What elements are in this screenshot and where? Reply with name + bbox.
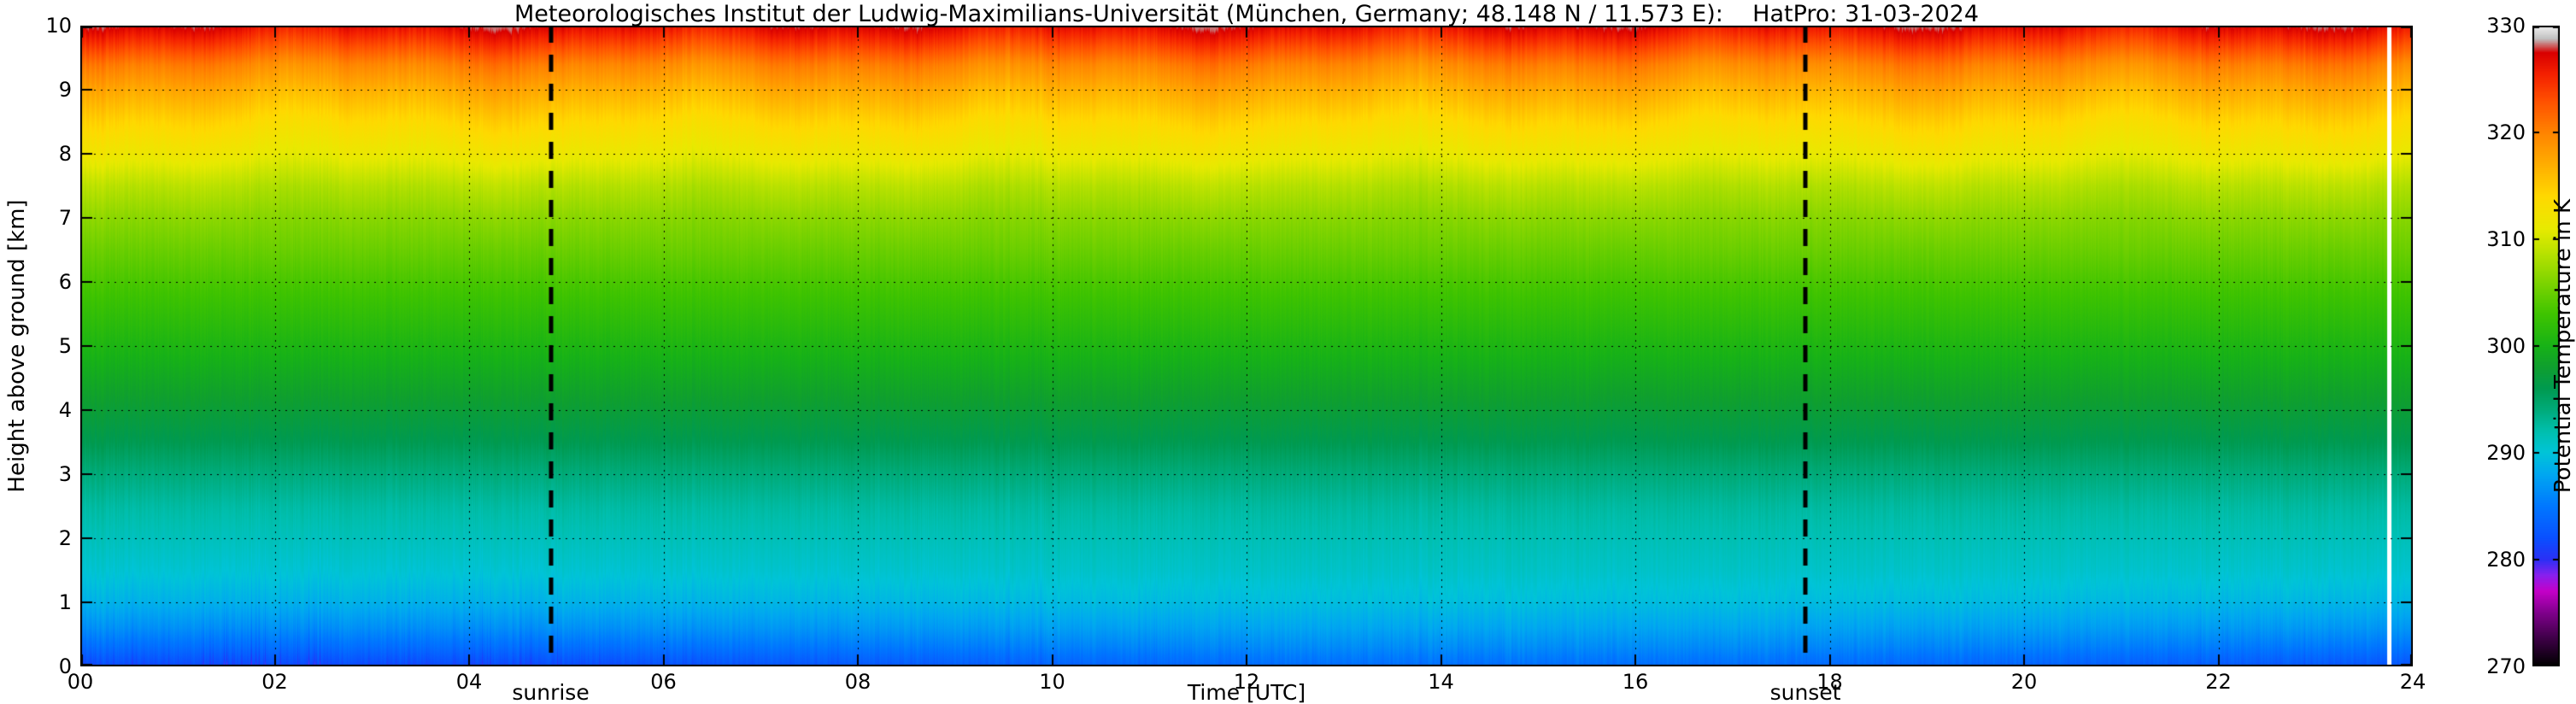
x-tick-label: 04 bbox=[455, 670, 483, 694]
y-tick-label: 1 bbox=[58, 590, 72, 614]
x-tick-label: 20 bbox=[2010, 670, 2038, 694]
sunset-label: sunset bbox=[1769, 680, 1841, 704]
colorbar-tick-label: 280 bbox=[2486, 548, 2526, 572]
colorbar-tick-label: 310 bbox=[2486, 227, 2526, 251]
x-tick-label: 10 bbox=[1039, 670, 1065, 694]
y-tick-label: 3 bbox=[58, 462, 72, 486]
colorbar-canvas bbox=[2532, 26, 2560, 666]
colorbar-tick-label: 270 bbox=[2486, 654, 2526, 678]
x-tick-label: 18 bbox=[1816, 670, 1843, 694]
heatmap-canvas bbox=[80, 26, 2413, 666]
y-tick-label: 8 bbox=[58, 142, 72, 166]
colorbar-tick-label: 290 bbox=[2486, 441, 2526, 465]
x-tick-label: 14 bbox=[1428, 670, 1454, 694]
y-tick-label: 9 bbox=[58, 78, 72, 102]
y-axis-title: Height above ground [km] bbox=[4, 199, 30, 493]
y-tick-label: 6 bbox=[58, 270, 72, 294]
x-tick-label: 12 bbox=[1233, 670, 1260, 694]
x-tick-label: 16 bbox=[1622, 670, 1649, 694]
y-tick-label: 0 bbox=[58, 654, 72, 678]
colorbar-tick-label: 320 bbox=[2486, 120, 2526, 144]
y-tick-label: 2 bbox=[58, 526, 72, 550]
x-axis-title: Time [UTC] bbox=[1187, 680, 1306, 704]
y-tick-label: 7 bbox=[58, 206, 72, 230]
x-tick-label: 22 bbox=[2205, 670, 2232, 694]
colorbar-axis-title: Potential Temperature in K bbox=[2550, 198, 2576, 494]
chart-title: Meteorologisches Institut der Ludwig-Max… bbox=[513, 1, 1980, 27]
x-tick-label: 24 bbox=[2399, 670, 2426, 694]
x-tick-label: 08 bbox=[844, 670, 871, 694]
y-tick-label: 4 bbox=[58, 398, 72, 422]
colorbar-tick-label: 300 bbox=[2486, 334, 2526, 358]
x-tick-label: 02 bbox=[261, 670, 288, 694]
y-tick-label: 5 bbox=[58, 334, 72, 358]
x-tick-label: 00 bbox=[67, 670, 94, 694]
x-tick-label: 06 bbox=[650, 670, 677, 694]
y-tick-label: 10 bbox=[45, 14, 72, 38]
sunrise-label: sunrise bbox=[512, 680, 590, 704]
colorbar-tick-label: 330 bbox=[2486, 14, 2526, 38]
